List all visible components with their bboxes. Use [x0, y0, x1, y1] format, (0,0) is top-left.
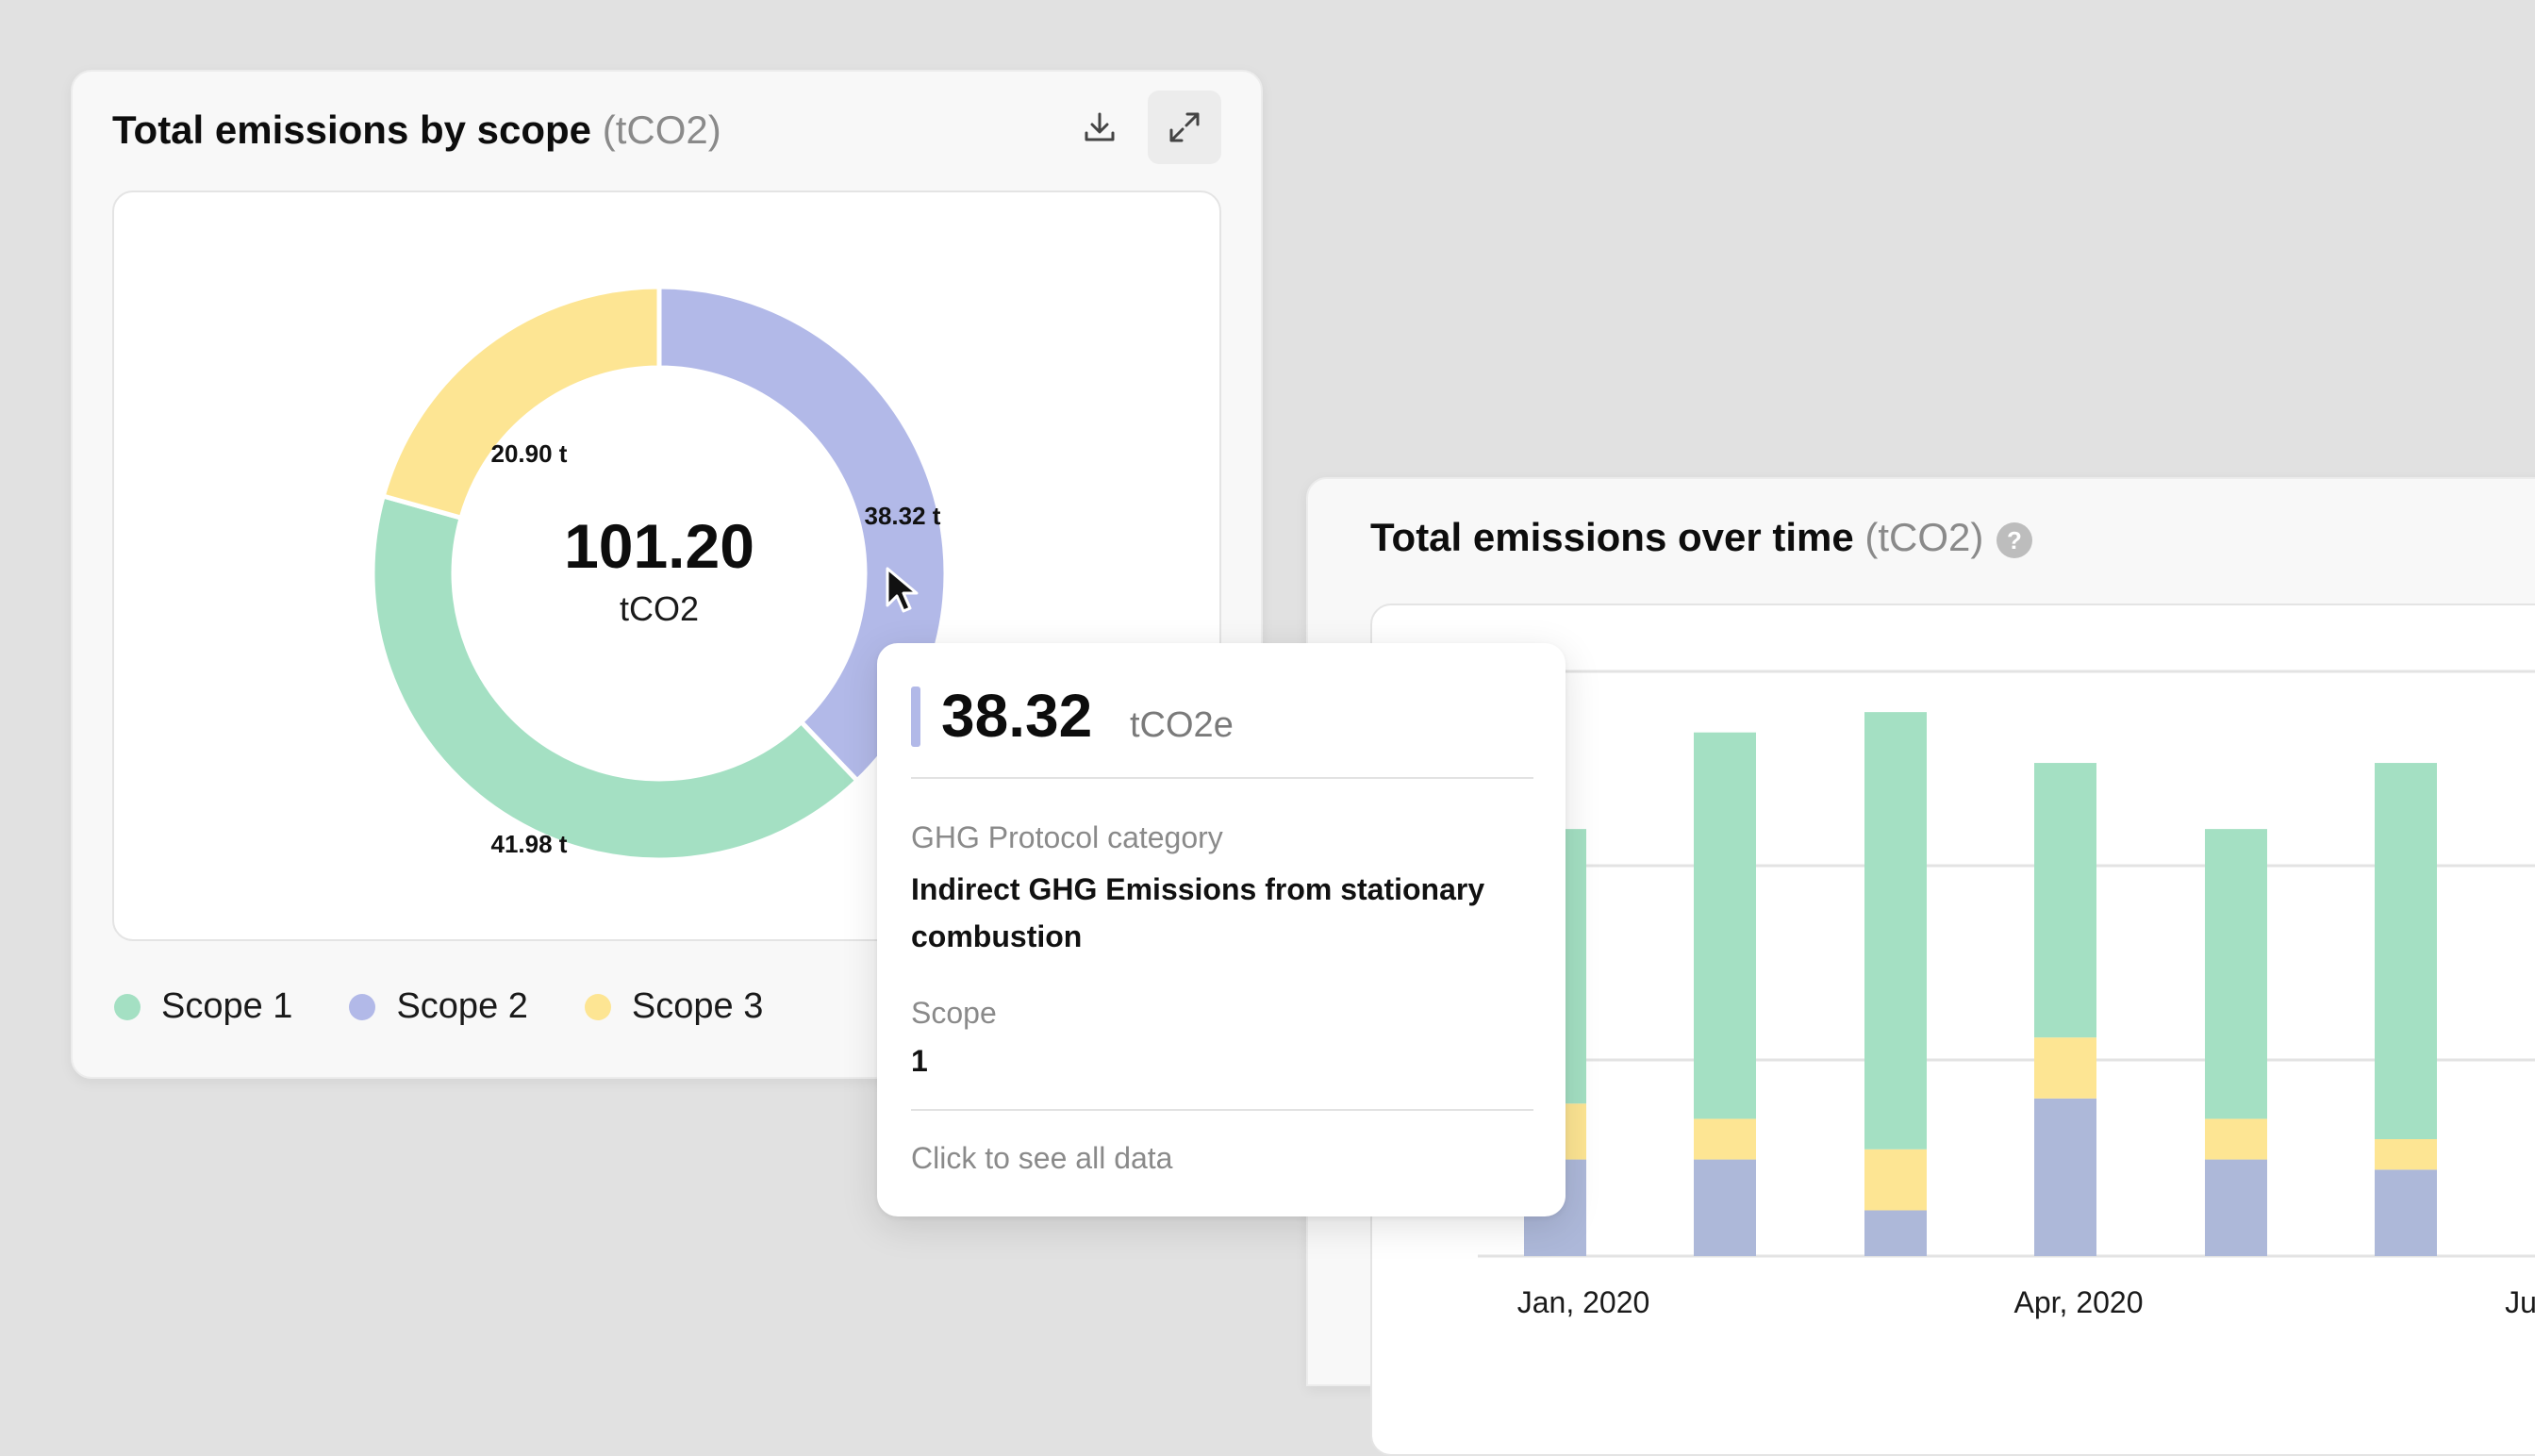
divider [911, 1109, 1533, 1111]
bar-segment-scope-1[interactable] [2375, 763, 2437, 1139]
scope-value: 1 [911, 1044, 928, 1078]
bar-segment-scope-1[interactable] [2205, 829, 2267, 1119]
bar-segment-scope-2[interactable] [2034, 1098, 2096, 1256]
bar-segment-scope-2[interactable] [1864, 1210, 1927, 1256]
category-label: GHG Protocol category [911, 820, 1223, 854]
card-title: Total emissions by scope (tCO2) [112, 108, 721, 152]
scope-label: Scope [911, 996, 997, 1030]
slice-data-label: 20.90 t [491, 439, 568, 468]
x-tick-label: Ju [2505, 1285, 2535, 1319]
bar-segment-scope-2[interactable] [2205, 1159, 2267, 1256]
download-icon [1085, 112, 1115, 141]
legend-dot [114, 993, 141, 1020]
total-unit: tCO2 [620, 589, 699, 628]
see-all-data-link[interactable]: Click to see all data [911, 1141, 1173, 1175]
expand-button[interactable] [1148, 91, 1221, 164]
bar-segment-scope-3[interactable] [1864, 1149, 1927, 1211]
bar-segment-scope-3[interactable] [1694, 1118, 1756, 1160]
slice-data-label: 41.98 t [491, 830, 568, 858]
bar-segment-scope-1[interactable] [1864, 712, 1927, 1150]
bar-segment-scope-1[interactable] [1694, 732, 1756, 1119]
chart-legend: Scope 1 Scope 2 Scope 3 [114, 986, 763, 1027]
divider [911, 777, 1533, 779]
slice-data-label: 38.32 t [865, 502, 941, 530]
legend-label: Scope 3 [631, 986, 764, 1026]
bar-segment-scope-2[interactable] [1694, 1159, 1756, 1256]
legend-label: Scope 1 [161, 986, 293, 1026]
legend-dot [349, 993, 376, 1020]
slice-scope-3[interactable] [380, 284, 662, 521]
legend-label: Scope 2 [396, 986, 528, 1026]
help-icon[interactable]: ? [1997, 522, 2032, 558]
slice-scope-1[interactable] [370, 492, 861, 863]
mouse-cursor-icon [886, 567, 919, 613]
total-value: 101.20 [564, 511, 754, 581]
legend-item-scope-1[interactable]: Scope 1 [114, 986, 292, 1027]
legend-dot [584, 993, 611, 1020]
tooltip-unit: tCO2e [1130, 705, 1234, 745]
bar-segment-scope-2[interactable] [2375, 1169, 2437, 1256]
legend-item-scope-2[interactable]: Scope 2 [349, 986, 528, 1027]
category-value: Indirect GHG Emissions from stationary c… [911, 872, 1485, 953]
bar-segment-scope-3[interactable] [2205, 1118, 2267, 1160]
slice-scope-2[interactable] [656, 284, 949, 785]
donut-chart: 41.98 t 38.32 t 20.90 t 101.20 tCO2 [370, 284, 949, 863]
x-tick-label: Jan, 2020 [1517, 1285, 1650, 1319]
bar-segment-scope-3[interactable] [2034, 1037, 2096, 1099]
bar-segment-scope-3[interactable] [2375, 1139, 2437, 1170]
expand-icon [1169, 112, 1200, 142]
bar-segment-scope-1[interactable] [2034, 763, 2096, 1038]
tooltip-color-bar [911, 687, 920, 747]
legend-item-scope-3[interactable]: Scope 3 [584, 986, 764, 1027]
chart-tooltip[interactable]: 38.32 tCO2e GHG Protocol category Indire… [877, 643, 1566, 1216]
emissions-over-time-card: Total emissions over time (tCO2) ? Jan, … [1306, 477, 2535, 1456]
emissions-by-scope-card: Total emissions by scope (tCO2) 41.98 t 3… [71, 70, 1263, 1079]
download-button[interactable] [1063, 91, 1136, 164]
card-title: Total emissions over time (tCO2) [1370, 515, 1984, 559]
x-tick-label: Apr, 2020 [2014, 1285, 2144, 1319]
tooltip-value: 38.32 [941, 682, 1093, 750]
